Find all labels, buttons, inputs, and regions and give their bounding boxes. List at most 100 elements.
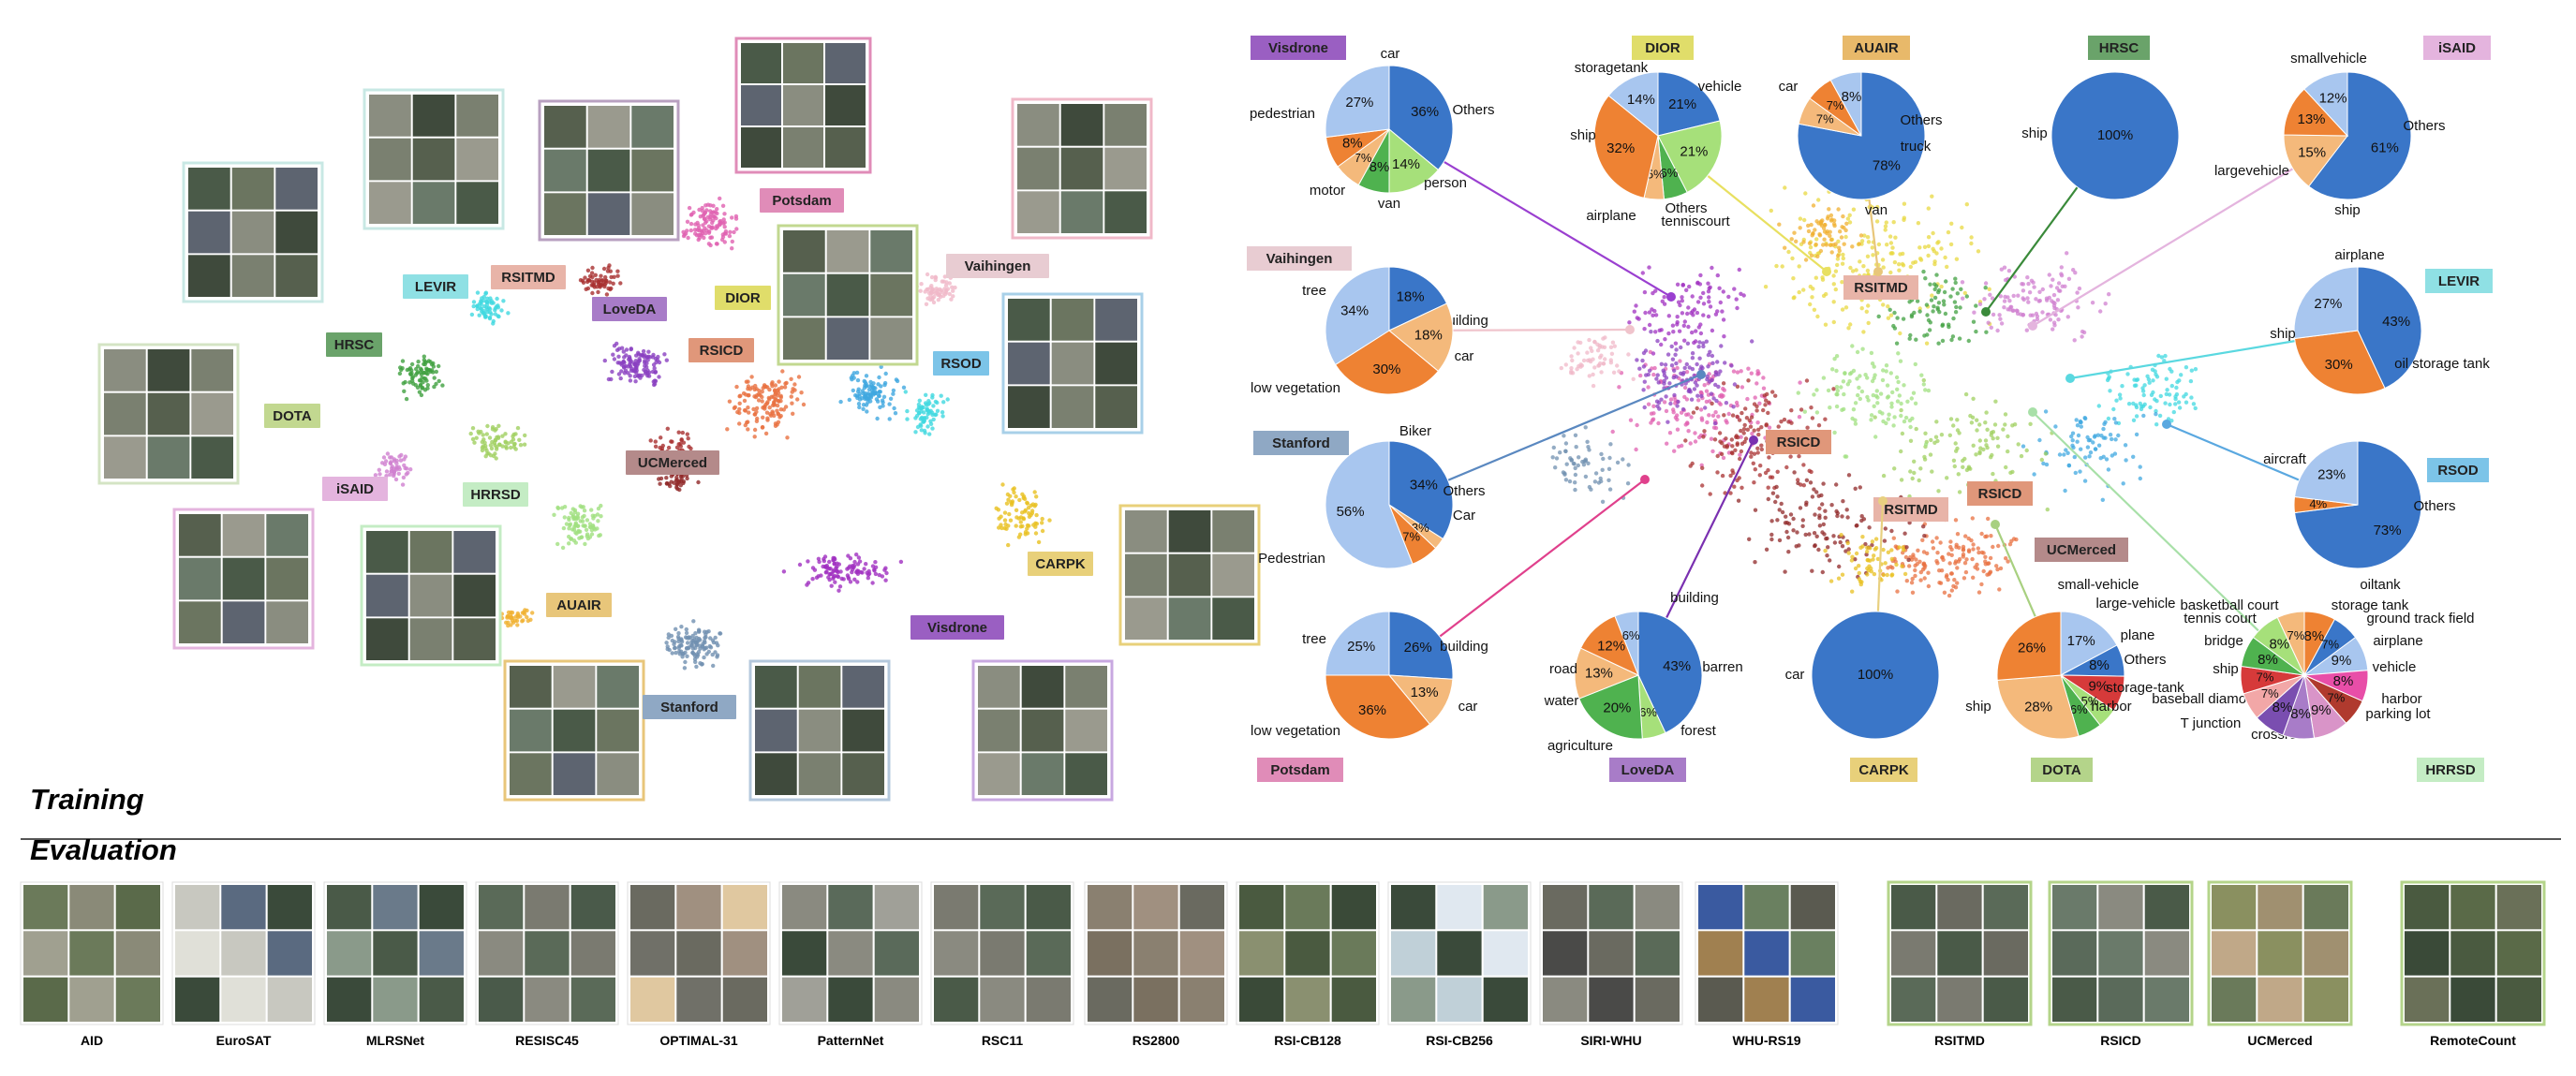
eval-thumbnail-patternnet: [778, 881, 923, 1025]
pie-title: Visdrone: [1268, 40, 1328, 56]
pie-slice-label: forest: [1680, 723, 1716, 739]
pie-slice-label: large-vehicle: [2095, 596, 2175, 612]
pie-slice-label: car: [1779, 79, 1799, 95]
pie-slice-label: bridge: [2204, 633, 2243, 649]
cluster-label-ucmerced: UCMerced: [626, 450, 719, 475]
pie-slice-label: water: [1544, 693, 1579, 709]
leader-dot: [1878, 496, 1888, 506]
pie-title: DIOR: [1645, 40, 1680, 56]
cluster-label-text: CARPK: [1035, 556, 1086, 572]
cluster-label-loveda: LoveDA: [592, 297, 667, 321]
pie-pct-label: 61%: [2371, 140, 2399, 155]
pie-pct-label: 26%: [1404, 640, 1432, 656]
pie-slice-label: aircraft: [2263, 451, 2307, 467]
pie-slice: [1829, 71, 1862, 137]
pie-slice-label: Others: [1443, 483, 1485, 499]
cluster-label-text: Vaihingen: [965, 258, 1031, 274]
scatter-label-text: UCMerced: [2047, 542, 2116, 558]
thumbnail-image: [360, 524, 502, 667]
tsne-cluster-right-auair: [1777, 203, 1864, 262]
cluster-label-visdrone: Visdrone: [910, 615, 1004, 640]
leader-dot: [2162, 420, 2171, 429]
pie-slice-label: ship: [1570, 127, 1596, 143]
pie-pct-label: 23%: [2317, 466, 2346, 482]
pie-slice: [1996, 674, 2080, 740]
cluster-label-carpk: CARPK: [1028, 552, 1093, 576]
pie-pct-label: 8%: [1842, 89, 1862, 105]
thumbnail-image: [538, 99, 680, 242]
pie-slice-label: tree: [1302, 631, 1326, 647]
pie-slice-label: van: [1865, 202, 1888, 218]
tsne-cluster-levir: [469, 290, 511, 326]
pie-slice-label: truck: [1901, 139, 1932, 155]
tsne-cluster-loveda: [602, 341, 669, 388]
pie-pct-label: 5%: [1647, 168, 1665, 182]
pie-slice-label: baseball diamond: [2152, 691, 2262, 707]
eval-dataset-label: MLRSNet: [365, 1033, 425, 1048]
pie-title-box: [1253, 431, 1349, 455]
leader-dot: [2028, 321, 2037, 331]
pie-slice-label: ship: [2334, 202, 2361, 218]
eval-dataset-label: RemoteCount: [2430, 1033, 2516, 1048]
pie-title: Potsdam: [1270, 762, 1329, 778]
pie-pct-label: 8%: [2273, 700, 2293, 715]
pie-slice-label: T junction: [2181, 715, 2242, 731]
pie-slice-label: low vegetation: [1251, 380, 1340, 396]
cluster-label-hrrsd: HRRSD: [463, 482, 528, 507]
pie-title-box: [2088, 36, 2150, 60]
pie-pct-label: 21%: [1680, 143, 1708, 159]
pie-pct-label: 18%: [1414, 327, 1443, 343]
pie-title: iSAID: [2438, 40, 2476, 56]
evaluation-title: Evaluation: [30, 833, 177, 866]
thumbnail-image: [734, 37, 872, 174]
pie-pct-label: 7%: [1816, 112, 1834, 126]
pie-pct-label: 6%: [1622, 628, 1640, 642]
eval-dataset-label: RSITMD: [1934, 1033, 1985, 1048]
pie-slice-label: car: [1458, 699, 1478, 715]
tsne-cluster-right-hrrsd: [1796, 344, 1932, 459]
eval-dataset-label: RESISC45: [515, 1033, 579, 1048]
pie-title-box: [1251, 36, 1346, 60]
cluster-label-rsitmd: RSITMD: [491, 265, 566, 289]
tsne-cluster-hrsc: [397, 354, 445, 402]
eval-thumbnail-eurosat: [171, 881, 316, 1025]
eval-thumbnail-ucmerced: [2207, 880, 2353, 1026]
pie-pct-label: 17%: [2067, 633, 2095, 649]
eval-thumbnail-remotecount: [2400, 880, 2546, 1026]
pie-slice: [2293, 440, 2359, 506]
pie-pct-label: 13%: [1585, 666, 1613, 682]
pie-slice-label: motor: [1310, 183, 1345, 199]
pie-title: RSOD: [2437, 463, 2479, 479]
pie-slice-label: tenniscourt: [1661, 214, 1730, 229]
scatter-label-rsitmd: RSITMD: [1843, 275, 1918, 300]
leader-dot: [1625, 325, 1635, 334]
pie-slice: [1388, 611, 1454, 680]
pie-slice: [2276, 611, 2305, 676]
pie-slice-label: Others: [2403, 118, 2445, 134]
cluster-label-hrsc: HRSC: [326, 332, 382, 357]
pie-slice: [1637, 611, 1703, 734]
pie-slice-label: smallvehicle: [2290, 51, 2367, 66]
tsne-cluster-dota: [468, 423, 527, 461]
pie-slice-label: oil storage tank: [2394, 356, 2490, 372]
tsne-cluster-right-isaid: [1960, 251, 2111, 343]
pie-pct-label: 6%: [1661, 166, 1679, 180]
pie-slice-label: parking lot: [2365, 706, 2431, 722]
cluster-label-text: HRRSD: [470, 487, 521, 503]
pie-title: Vaihingen: [1266, 251, 1333, 267]
pie-slice: [1325, 266, 1390, 366]
eval-dataset-label: AID: [80, 1033, 104, 1048]
tsne-cluster-right-rsod: [2021, 409, 2158, 502]
pie-slice: [1325, 65, 1390, 139]
pie-pct-label: 7%: [2321, 638, 2339, 652]
pie-pct-label: 7%: [1402, 529, 1420, 543]
scatter-label-text: RSITMD: [1854, 280, 1908, 296]
tsne-cluster-right-loveda: [1635, 330, 1754, 426]
pie-slice-label: Biker: [1399, 423, 1431, 439]
pie-slice: [2283, 88, 2349, 137]
pie-slice: [2293, 330, 2386, 395]
pie-pct-label: 7%: [1355, 151, 1372, 165]
